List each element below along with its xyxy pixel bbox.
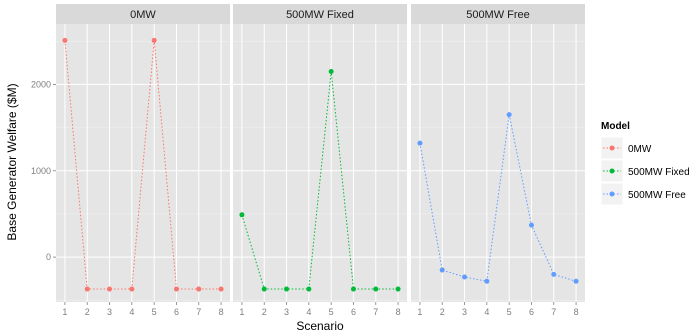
facet-strip bbox=[411, 4, 585, 24]
x-tick-label: 2 bbox=[262, 307, 267, 317]
legend-item: 0MW bbox=[600, 136, 652, 160]
legend-key-point bbox=[609, 145, 615, 151]
data-point bbox=[395, 286, 401, 292]
legend-label: 0MW bbox=[628, 144, 652, 155]
facet-strip-label: 500MW Fixed bbox=[286, 9, 354, 21]
data-point bbox=[173, 286, 179, 292]
data-point bbox=[551, 271, 557, 277]
y-axis-title: Base Generator Welfare ($M) bbox=[5, 83, 19, 240]
data-point bbox=[573, 278, 579, 284]
legend-key-point bbox=[609, 191, 615, 197]
data-point bbox=[506, 112, 512, 118]
x-tick-label: 4 bbox=[484, 307, 489, 317]
data-point bbox=[129, 286, 135, 292]
data-point bbox=[417, 140, 423, 146]
x-tick-label: 8 bbox=[574, 307, 579, 317]
facet-panel: 500MW Fixed 1 2 3 4 5 6 7 8 bbox=[233, 4, 407, 317]
x-tick-label: 1 bbox=[417, 307, 422, 317]
data-point bbox=[484, 278, 490, 284]
x-tick-label: 6 bbox=[174, 307, 179, 317]
facet-strip-label: 0MW bbox=[130, 9, 156, 21]
data-point bbox=[350, 286, 356, 292]
x-axis-title: Scenario bbox=[296, 319, 344, 333]
y-tick-label: 1000 bbox=[31, 166, 51, 176]
data-point bbox=[218, 286, 224, 292]
y-axis: 0 1000 2000 bbox=[31, 79, 56, 262]
x-tick-label: 1 bbox=[62, 307, 67, 317]
x-tick-label: 4 bbox=[306, 307, 311, 317]
data-point bbox=[328, 68, 334, 74]
series-line bbox=[419, 114, 577, 282]
data-point bbox=[373, 286, 379, 292]
x-tick-label: 3 bbox=[462, 307, 467, 317]
data-point bbox=[261, 286, 267, 292]
x-tick-label: 3 bbox=[284, 307, 289, 317]
data-point bbox=[62, 37, 68, 43]
data-point bbox=[107, 286, 113, 292]
x-tick-label: 5 bbox=[507, 307, 512, 317]
plot-background bbox=[411, 24, 585, 302]
data-point bbox=[239, 212, 245, 218]
x-tick-label: 1 bbox=[239, 307, 244, 317]
series-line bbox=[64, 40, 222, 290]
data-point bbox=[462, 274, 468, 280]
x-tick-label: 3 bbox=[107, 307, 112, 317]
legend-title: Model bbox=[601, 121, 630, 132]
x-tick-label: 7 bbox=[373, 307, 378, 317]
legend-key-point bbox=[609, 168, 615, 174]
x-tick-label: 8 bbox=[219, 307, 224, 317]
x-tick-label: 2 bbox=[440, 307, 445, 317]
x-tick-label: 5 bbox=[152, 307, 157, 317]
plot-background bbox=[233, 24, 407, 302]
facet-strip bbox=[56, 4, 230, 24]
series-line bbox=[241, 71, 399, 290]
legend-label: 500MW Free bbox=[628, 190, 686, 201]
y-tick-label: 0 bbox=[46, 252, 51, 262]
x-tick-label: 6 bbox=[529, 307, 534, 317]
x-tick-label: 7 bbox=[551, 307, 556, 317]
legend-label: 500MW Fixed bbox=[628, 167, 690, 178]
data-point bbox=[84, 286, 90, 292]
data-point bbox=[528, 222, 534, 228]
data-point bbox=[151, 37, 157, 43]
facet-strip bbox=[233, 4, 407, 24]
facet-panel: 0MW 1 2 3 4 5 6 7 8 bbox=[56, 4, 230, 317]
facet-panel: 500MW Free 1 2 3 4 5 6 7 8 bbox=[411, 4, 585, 317]
legend-item: 500MW Free bbox=[600, 182, 686, 206]
data-point bbox=[284, 286, 290, 292]
data-point bbox=[439, 267, 445, 273]
x-tick-label: 4 bbox=[129, 307, 134, 317]
x-tick-label: 5 bbox=[329, 307, 334, 317]
legend: Model 0MW 500MW Fixed 500MW Free bbox=[600, 121, 690, 206]
x-tick-label: 8 bbox=[396, 307, 401, 317]
legend-item: 500MW Fixed bbox=[600, 159, 690, 183]
data-point bbox=[306, 286, 312, 292]
x-tick-label: 6 bbox=[351, 307, 356, 317]
x-tick-label: 7 bbox=[196, 307, 201, 317]
y-tick-label: 2000 bbox=[31, 79, 51, 89]
x-tick-label: 2 bbox=[85, 307, 90, 317]
data-point bbox=[196, 286, 202, 292]
facet-strip-label: 500MW Free bbox=[466, 9, 530, 21]
